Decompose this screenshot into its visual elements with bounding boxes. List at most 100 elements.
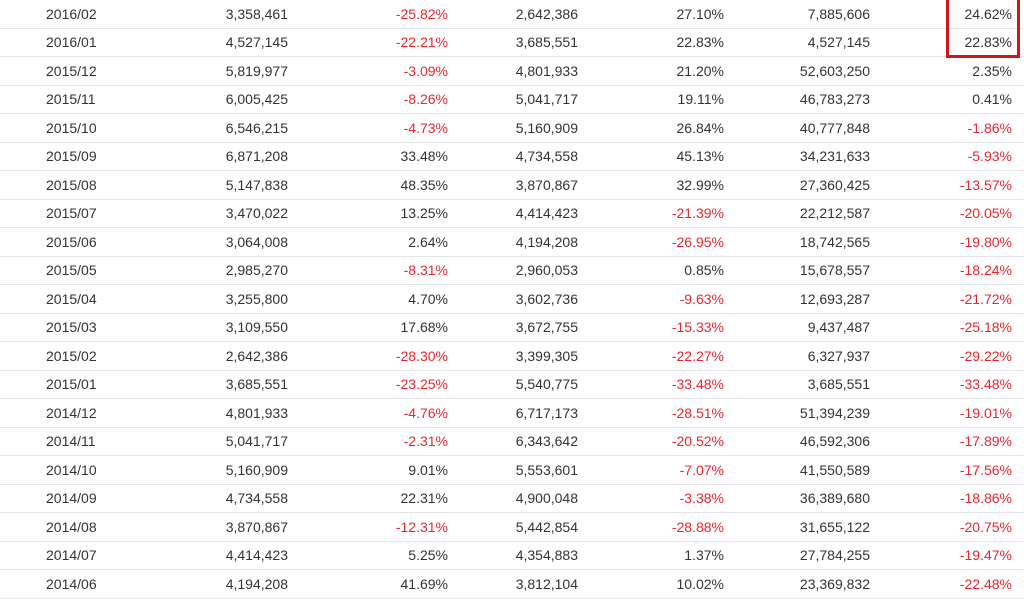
cell-prior-year-revenue: 6,717,173: [448, 398, 578, 428]
table-row: 2015/01 3,685,551 -23.25% 5,540,775 -33.48% 3…: [0, 370, 1024, 399]
cell-cumulative-yoy-change: -17.89%: [870, 427, 1024, 456]
cell-cumulative-revenue: 27,784,255: [724, 541, 870, 570]
cell-month: 2015/04: [0, 284, 120, 314]
cell-revenue-mom-change: -2.31%: [288, 427, 448, 456]
cell-month: 2014/09: [0, 484, 120, 513]
cell-revenue: 4,734,558: [120, 484, 288, 513]
cell-revenue-mom-change: -8.26%: [288, 85, 448, 114]
cell-month: 2015/12: [0, 56, 120, 86]
cell-revenue-mom-change: 22.31%: [288, 484, 448, 513]
cell-cumulative-yoy-change: -18.24%: [870, 256, 1024, 285]
cell-prior-year-revenue: 4,414,423: [448, 199, 578, 228]
cell-revenue: 5,819,977: [120, 56, 288, 86]
cell-revenue-yoy-change: -28.88%: [578, 512, 724, 542]
cell-revenue-yoy-change: 45.13%: [578, 142, 724, 171]
cell-cumulative-revenue: 15,678,557: [724, 256, 870, 285]
table-row: 2014/07 4,414,423 5.25% 4,354,883 1.37% 27,78…: [0, 541, 1024, 570]
cell-revenue-yoy-change: -20.52%: [578, 427, 724, 456]
cell-cumulative-revenue: 9,437,487: [724, 313, 870, 342]
cell-revenue: 3,358,461: [120, 0, 288, 29]
table-row: 2014/12 4,801,933 -4.76% 6,717,173 -28.51% 51…: [0, 398, 1024, 428]
cell-revenue-yoy-change: 0.85%: [578, 256, 724, 285]
cell-cumulative-revenue: 3,685,551: [724, 370, 870, 399]
cell-revenue-mom-change: -25.82%: [288, 0, 448, 29]
cell-prior-year-revenue: 5,553,601: [448, 455, 578, 485]
table-row: 2015/03 3,109,550 17.68% 3,672,755 -15.33% 9,…: [0, 313, 1024, 342]
cell-revenue-mom-change: -4.76%: [288, 398, 448, 428]
cell-cumulative-yoy-change: -19.01%: [870, 398, 1024, 428]
cell-revenue-mom-change: -4.73%: [288, 113, 448, 143]
table-row: 2014/09 4,734,558 22.31% 4,900,048 -3.38% 36,…: [0, 484, 1024, 513]
cell-cumulative-yoy-change: 24.62%: [870, 0, 1024, 29]
cell-prior-year-revenue: 4,194,208: [448, 227, 578, 257]
cell-prior-year-revenue: 5,540,775: [448, 370, 578, 399]
table-row: 2015/10 6,546,215 -4.73% 5,160,909 26.84% 40,…: [0, 113, 1024, 143]
cell-revenue-mom-change: -28.30%: [288, 341, 448, 371]
cell-cumulative-yoy-change: -18.86%: [870, 484, 1024, 513]
cell-prior-year-revenue: 6,343,642: [448, 427, 578, 456]
cell-cumulative-yoy-change: -25.18%: [870, 313, 1024, 342]
cell-revenue-mom-change: 9.01%: [288, 455, 448, 485]
cell-revenue: 3,470,022: [120, 199, 288, 228]
cell-prior-year-revenue: 2,960,053: [448, 256, 578, 285]
cell-cumulative-revenue: 41,550,589: [724, 455, 870, 485]
cell-revenue: 6,546,215: [120, 113, 288, 143]
cell-month: 2015/10: [0, 113, 120, 143]
cell-revenue: 3,870,867: [120, 512, 288, 542]
cell-prior-year-revenue: 3,399,305: [448, 341, 578, 371]
cell-cumulative-revenue: 4,527,145: [724, 28, 870, 57]
cell-cumulative-revenue: 51,394,239: [724, 398, 870, 428]
cell-cumulative-revenue: 27,360,425: [724, 170, 870, 200]
cell-revenue: 2,642,386: [120, 341, 288, 371]
cell-cumulative-revenue: 18,742,565: [724, 227, 870, 257]
cell-revenue-yoy-change: -28.51%: [578, 398, 724, 428]
cell-cumulative-yoy-change: -21.72%: [870, 284, 1024, 314]
cell-revenue: 5,160,909: [120, 455, 288, 485]
cell-revenue-yoy-change: 26.84%: [578, 113, 724, 143]
cell-cumulative-revenue: 36,389,680: [724, 484, 870, 513]
cell-month: 2015/09: [0, 142, 120, 171]
cell-revenue-yoy-change: 19.11%: [578, 85, 724, 114]
cell-revenue-mom-change: 48.35%: [288, 170, 448, 200]
cell-month: 2016/01: [0, 28, 120, 57]
cell-cumulative-yoy-change: -13.57%: [870, 170, 1024, 200]
cell-month: 2015/06: [0, 227, 120, 257]
cell-cumulative-yoy-change: -5.93%: [870, 142, 1024, 171]
table-row: 2015/11 6,005,425 -8.26% 5,041,717 19.11% 46,…: [0, 85, 1024, 114]
cell-prior-year-revenue: 4,734,558: [448, 142, 578, 171]
cell-month: 2015/01: [0, 370, 120, 399]
cell-cumulative-revenue: 40,777,848: [724, 113, 870, 143]
cell-revenue: 3,255,800: [120, 284, 288, 314]
cell-cumulative-yoy-change: -17.56%: [870, 455, 1024, 485]
cell-revenue: 5,041,717: [120, 427, 288, 456]
table-row: 2015/07 3,470,022 13.25% 4,414,423 -21.39% 22…: [0, 199, 1024, 228]
cell-revenue: 4,801,933: [120, 398, 288, 428]
cell-prior-year-revenue: 3,602,736: [448, 284, 578, 314]
cell-cumulative-yoy-change: -29.22%: [870, 341, 1024, 371]
cell-prior-year-revenue: 3,672,755: [448, 313, 578, 342]
cell-revenue-yoy-change: -21.39%: [578, 199, 724, 228]
cell-revenue-mom-change: 13.25%: [288, 199, 448, 228]
cell-month: 2016/02: [0, 0, 120, 29]
table-row: 2014/10 5,160,909 9.01% 5,553,601 -7.07% 41,5…: [0, 455, 1024, 485]
cell-month: 2015/07: [0, 199, 120, 228]
table-row: 2015/06 3,064,008 2.64% 4,194,208 -26.95% 18,…: [0, 227, 1024, 257]
cell-cumulative-yoy-change: -20.05%: [870, 199, 1024, 228]
cell-revenue-yoy-change: 27.10%: [578, 0, 724, 29]
cell-revenue: 3,685,551: [120, 370, 288, 399]
cell-cumulative-yoy-change: 2.35%: [870, 56, 1024, 86]
cell-revenue: 2,985,270: [120, 256, 288, 285]
cell-revenue-mom-change: -23.25%: [288, 370, 448, 399]
cell-revenue-mom-change: 4.70%: [288, 284, 448, 314]
cell-revenue: 6,005,425: [120, 85, 288, 114]
cell-revenue-mom-change: 5.25%: [288, 541, 448, 570]
table-row: 2015/02 2,642,386 -28.30% 3,399,305 -22.27% 6…: [0, 341, 1024, 371]
cell-cumulative-yoy-change: 0.41%: [870, 85, 1024, 114]
cell-prior-year-revenue: 2,642,386: [448, 0, 578, 29]
cell-cumulative-yoy-change: -20.75%: [870, 512, 1024, 542]
cell-cumulative-revenue: 46,783,273: [724, 85, 870, 114]
cell-month: 2015/08: [0, 170, 120, 200]
cell-revenue: 6,871,208: [120, 142, 288, 171]
cell-cumulative-revenue: 12,693,287: [724, 284, 870, 314]
